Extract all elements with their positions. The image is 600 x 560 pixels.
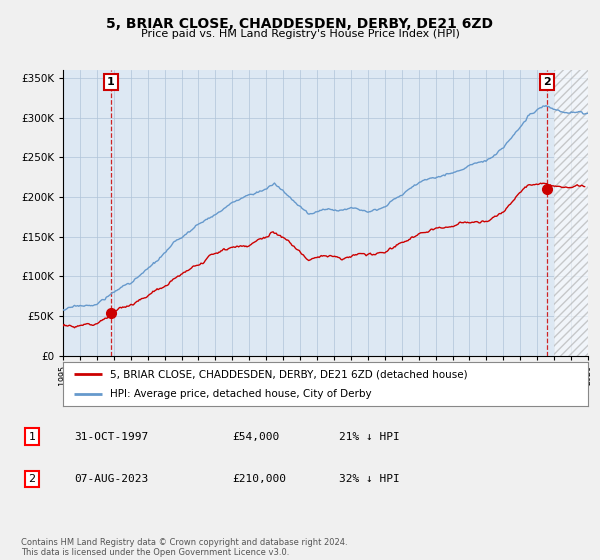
Text: 2: 2	[543, 77, 551, 87]
Text: 32% ↓ HPI: 32% ↓ HPI	[340, 474, 400, 484]
Text: 1: 1	[107, 77, 115, 87]
Text: 31-OCT-1997: 31-OCT-1997	[74, 432, 149, 442]
Text: £54,000: £54,000	[232, 432, 280, 442]
Text: 5, BRIAR CLOSE, CHADDESDEN, DERBY, DE21 6ZD (detached house): 5, BRIAR CLOSE, CHADDESDEN, DERBY, DE21 …	[110, 369, 468, 379]
Text: 21% ↓ HPI: 21% ↓ HPI	[340, 432, 400, 442]
Text: 1: 1	[29, 432, 35, 442]
Text: HPI: Average price, detached house, City of Derby: HPI: Average price, detached house, City…	[110, 389, 372, 399]
Text: £210,000: £210,000	[232, 474, 286, 484]
Text: 5, BRIAR CLOSE, CHADDESDEN, DERBY, DE21 6ZD: 5, BRIAR CLOSE, CHADDESDEN, DERBY, DE21 …	[107, 17, 493, 31]
Text: Price paid vs. HM Land Registry's House Price Index (HPI): Price paid vs. HM Land Registry's House …	[140, 29, 460, 39]
Bar	[554, 70, 588, 356]
Text: 07-AUG-2023: 07-AUG-2023	[74, 474, 149, 484]
Text: Contains HM Land Registry data © Crown copyright and database right 2024.
This d: Contains HM Land Registry data © Crown c…	[21, 538, 347, 557]
Bar	[554, 70, 588, 356]
Text: 2: 2	[29, 474, 35, 484]
